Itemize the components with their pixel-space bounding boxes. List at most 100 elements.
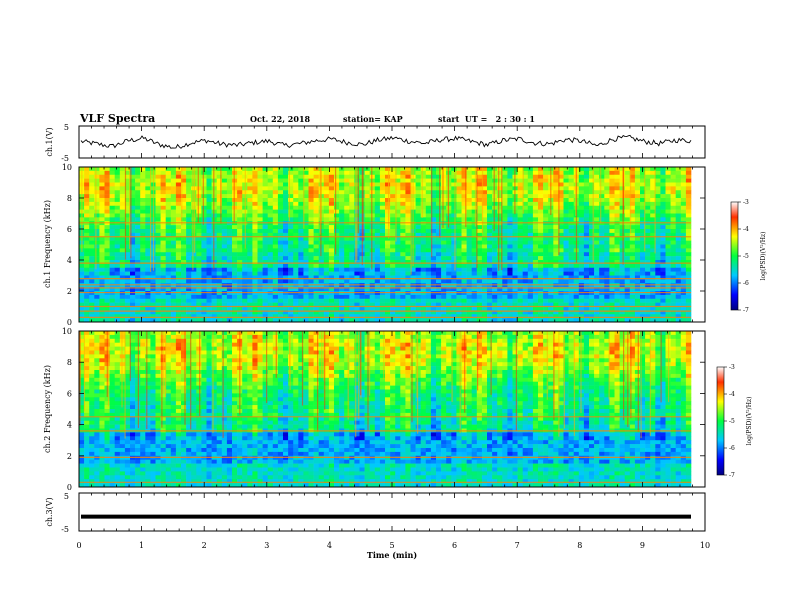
spectrogram-cell [685, 236, 692, 241]
spectrogram-cell [114, 260, 121, 265]
spectrogram-cell [471, 294, 478, 300]
spectrogram-cell [165, 279, 172, 284]
spectrogram-cell [84, 302, 90, 307]
spectrogram-cell [114, 302, 121, 307]
spectrogram-cell [308, 174, 314, 179]
spectrogram-cell [298, 198, 304, 203]
spectrogram-cell [257, 186, 263, 191]
spectrogram-cell [487, 174, 493, 179]
spectrogram-cell [527, 275, 534, 280]
spectrogram-cell [660, 267, 666, 272]
spectrogram-cell [634, 174, 641, 179]
spectrogram-cell [466, 302, 472, 307]
spectrogram-cell [135, 294, 141, 300]
spectrogram-cell [645, 232, 651, 238]
spectrogram-cell [568, 190, 574, 195]
spectrogram-cell [196, 174, 202, 179]
spectrogram-cell [283, 190, 289, 195]
spectrogram-cell [339, 302, 345, 307]
spectrogram-cell [293, 310, 299, 315]
spectrogram-cell [262, 318, 268, 322]
spectrogram-cell [685, 205, 692, 210]
spectrogram-cell [594, 213, 600, 218]
spectrogram-cell [237, 182, 243, 187]
spectrogram-cell [395, 294, 401, 300]
spectrogram-cell [568, 240, 574, 245]
spectrogram-cell [589, 275, 595, 280]
spectrogram-cell [186, 306, 192, 311]
spectrogram-cell [655, 236, 661, 241]
spectrogram-cell [558, 248, 564, 253]
spectrogram-cell [599, 236, 605, 241]
spectrogram-cell [303, 302, 309, 307]
spectrogram-cell [640, 271, 646, 276]
spectrogram-cell [221, 294, 228, 300]
spectrogram-cell [379, 213, 386, 218]
spectrogram-cell [84, 298, 90, 303]
spectrogram-cell [441, 256, 447, 261]
spectrogram-cell [527, 201, 534, 207]
spectrogram-cell [568, 287, 574, 292]
spectrogram-cell [119, 186, 126, 191]
spectrogram-cell [379, 287, 386, 292]
spectrogram-cell [558, 298, 564, 303]
spectrogram-cell [114, 217, 121, 222]
spectrogram-cell [650, 248, 656, 253]
spectrogram-cell [532, 213, 539, 218]
spectrogram-cell [334, 213, 340, 218]
spectrogram-cell [252, 240, 258, 245]
spectrogram-cell [247, 170, 253, 176]
spectrogram-cell [456, 205, 462, 210]
spectrogram-cell [660, 298, 666, 303]
spectrogram-cell [181, 167, 187, 172]
spectrogram-cell [288, 174, 294, 179]
spectrogram-cell [594, 302, 600, 307]
spectrogram-cell [257, 232, 263, 238]
spectrogram-cell [119, 194, 126, 199]
spectrogram-cell [543, 232, 549, 238]
spectrogram-cell [583, 271, 590, 276]
spectrogram-cell [670, 310, 676, 315]
spectrogram-cell [155, 229, 161, 234]
spectrogram-cell [665, 306, 671, 311]
spectrogram-cell [430, 194, 437, 199]
spectrogram-cell [216, 232, 223, 238]
spectrogram-cell [385, 298, 391, 303]
spectrogram-cell [277, 260, 284, 265]
spectrogram-cell [507, 240, 513, 245]
spectrogram-cell [109, 314, 115, 319]
spectrogram-cell [629, 248, 636, 253]
spectrogram-cell [680, 302, 687, 307]
spectrogram-cell [155, 170, 161, 176]
spectrogram-cell [385, 182, 391, 187]
spectrogram-cell [461, 252, 467, 257]
spectrogram-cell [629, 279, 636, 284]
spectrogram-cell [645, 190, 651, 195]
spectrogram-cell [211, 310, 217, 315]
spectrogram-cell [323, 186, 330, 191]
spectrogram-cell [441, 310, 447, 315]
spectrogram-cell [563, 310, 569, 315]
spectrogram-cell [379, 318, 386, 322]
spectrogram-cell [349, 201, 355, 207]
spectrogram-cell [466, 314, 472, 319]
spectrogram-cell [191, 225, 197, 230]
spectrogram-cell [461, 217, 467, 222]
spectrogram-cell [619, 217, 625, 222]
spectrogram-cell [522, 217, 529, 222]
spectrogram-cell [165, 178, 172, 183]
spectrogram-cell [237, 213, 243, 218]
spectrogram-cell [400, 271, 406, 276]
spectrogram-cell [135, 194, 141, 199]
spectrogram-cell [364, 287, 370, 292]
spectrogram-cell [583, 310, 590, 315]
spectrogram-cell [471, 287, 478, 292]
spectrogram-cell [119, 225, 126, 230]
spectrogram-cell [216, 275, 223, 280]
spectrogram-cell [634, 198, 641, 203]
spectrogram-cell [303, 167, 309, 172]
spectrogram-cell [400, 213, 406, 218]
spectrogram-cell [298, 263, 304, 269]
spectrogram-cell [420, 240, 427, 245]
spectrogram-cell [405, 279, 411, 284]
